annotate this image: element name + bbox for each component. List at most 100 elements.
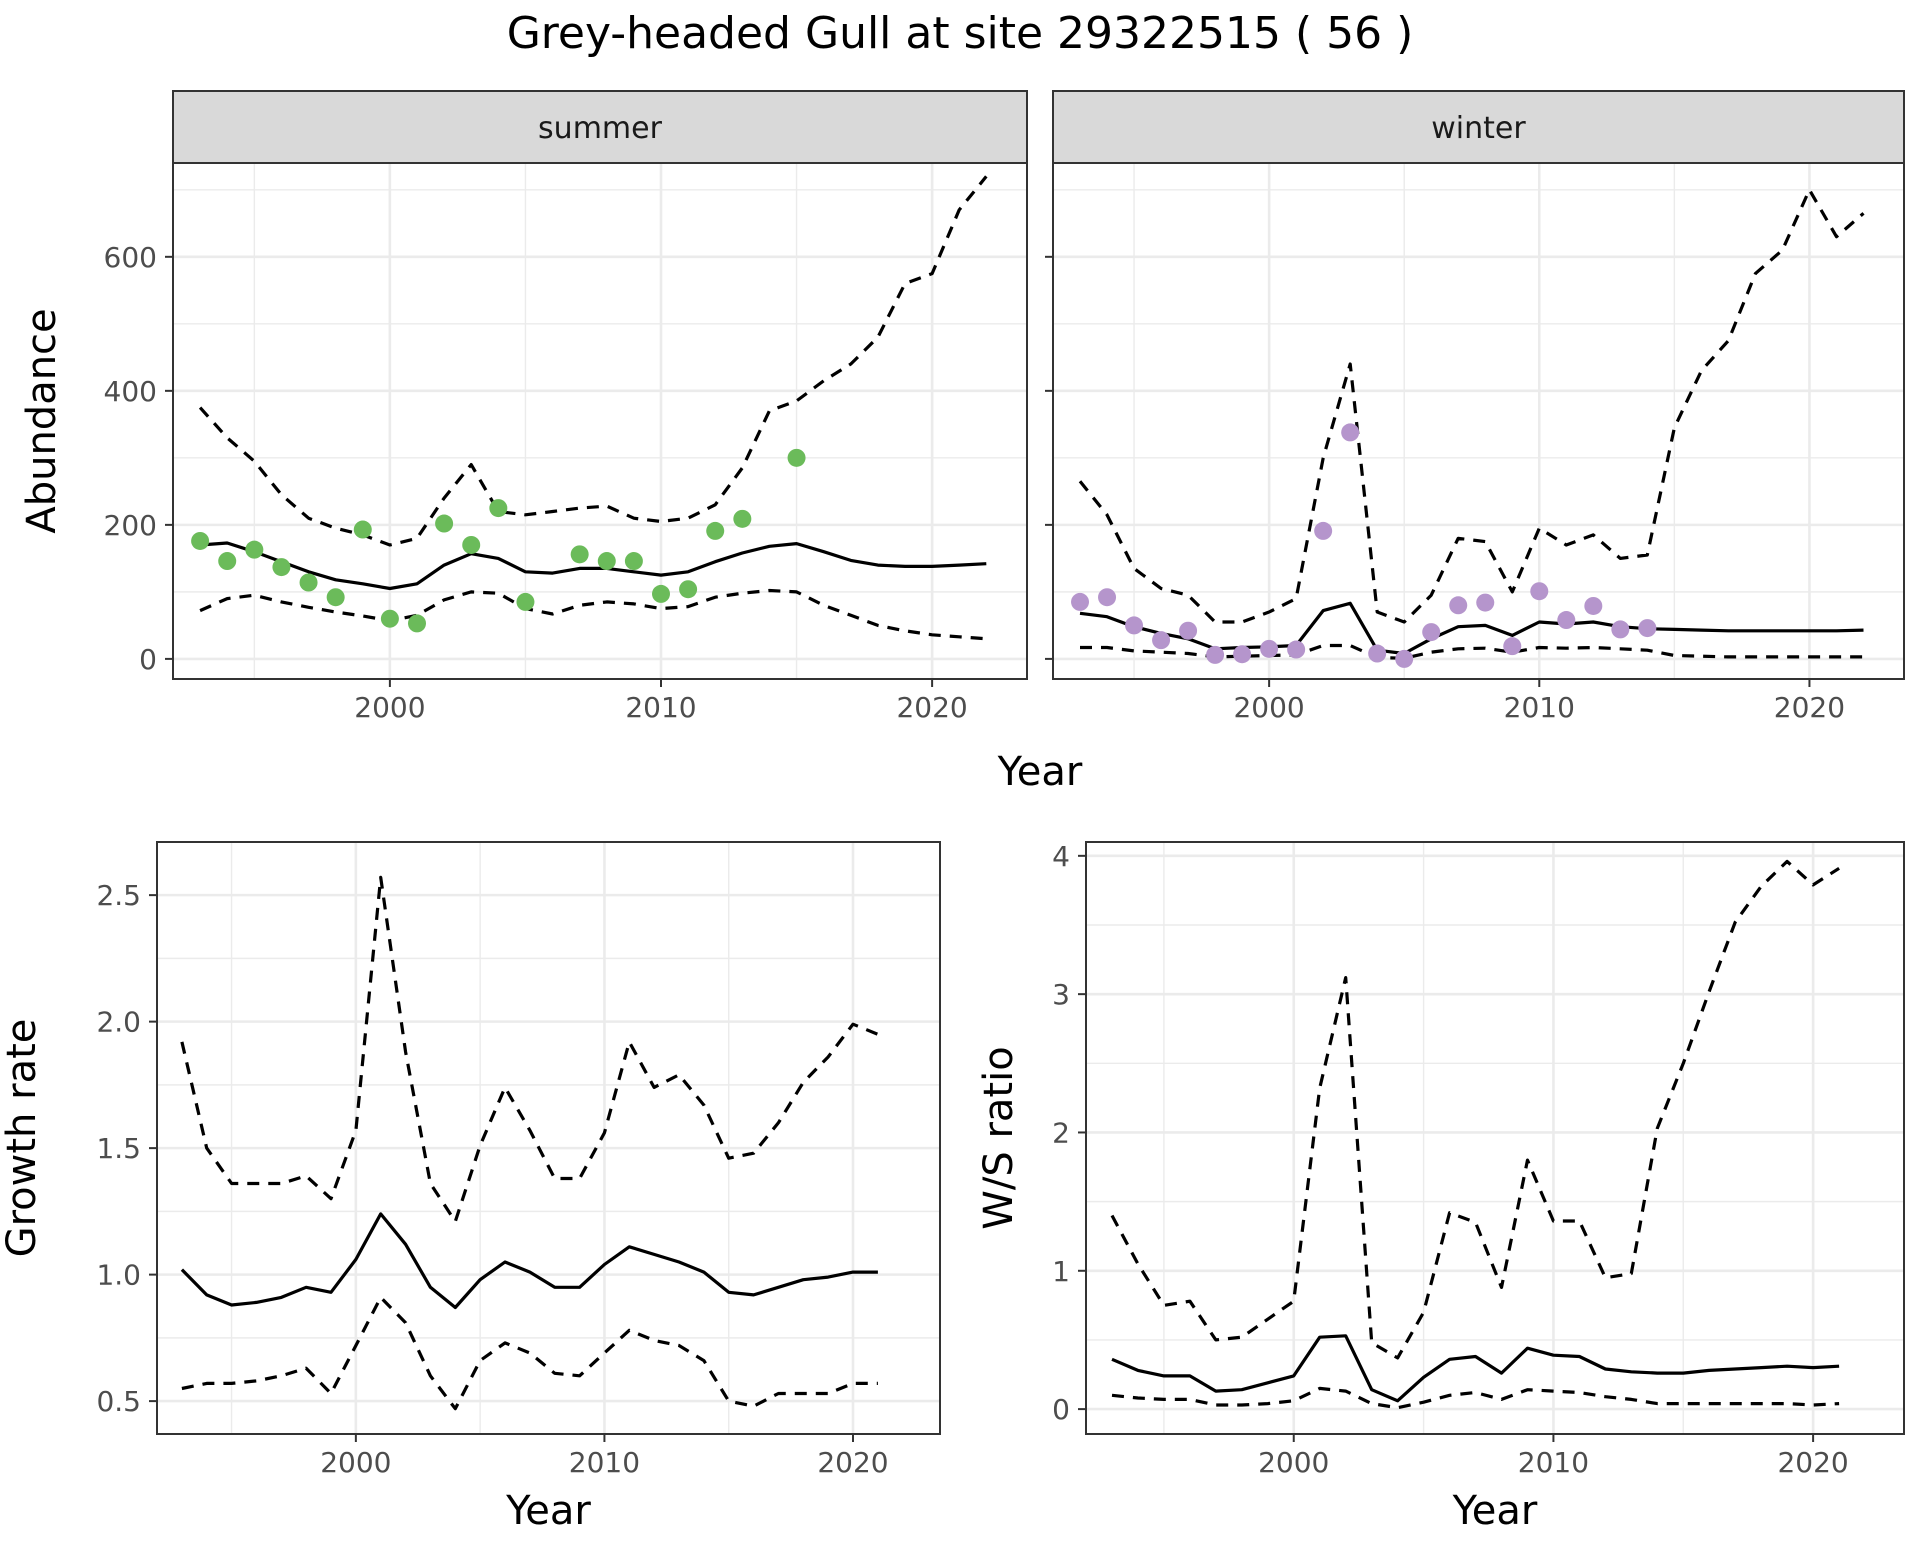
data-point-summer: [408, 614, 426, 633]
data-point-summer: [706, 521, 725, 540]
x-tick-label: 2000: [354, 691, 425, 724]
x-axis-title: Year: [1452, 1488, 1538, 1534]
data-point-summer: [516, 592, 535, 611]
data-point-winter: [1557, 611, 1576, 630]
data-point-winter: [1611, 620, 1630, 639]
data-point-winter: [1287, 640, 1306, 659]
x-tick-label: 2010: [1518, 1446, 1589, 1479]
x-tick-label: 2020: [817, 1446, 888, 1479]
data-point-summer: [787, 448, 806, 467]
gridlines: [1086, 842, 1904, 1434]
x-tick-label: 2000: [1258, 1446, 1329, 1479]
y-tick-label: 600: [104, 241, 157, 274]
data-point-winter: [1638, 619, 1657, 638]
data-point-winter: [1395, 649, 1414, 668]
data-point-summer: [489, 499, 508, 518]
data-point-summer: [570, 545, 589, 564]
x-tick-label: 2010: [625, 691, 696, 724]
y-tick-label: 0.5: [96, 1385, 141, 1418]
data-point-summer: [597, 552, 616, 571]
y-tick-label: 4: [1052, 840, 1070, 873]
data-point-winter: [1179, 621, 1198, 640]
data-point-winter: [1584, 596, 1603, 615]
y-tick-label: 0: [139, 643, 157, 676]
gridlines: [157, 842, 940, 1434]
x-axis-title-shared: Year: [997, 749, 1083, 795]
facet-strip-label-summer: summer: [538, 111, 663, 146]
panel-winter: winter 2000 2010 2020: [1045, 90, 1905, 724]
data-point-summer: [652, 584, 670, 603]
data-point-winter: [1503, 637, 1522, 656]
series-line-lower: [1111, 1386, 1840, 1410]
data-point-winter: [1206, 645, 1225, 664]
y-tick-label: 3: [1052, 978, 1070, 1011]
panels: summer 2000 2010 2020 0 200 400 600 Abundance win…: [0, 90, 1905, 1534]
panel-border: [156, 841, 941, 1435]
data-point-winter: [1341, 423, 1360, 442]
data-point-winter: [1314, 521, 1333, 540]
x-tick-label: 2000: [320, 1446, 391, 1479]
data-point-summer: [679, 580, 698, 599]
data-point-winter: [1152, 631, 1171, 650]
data-point-winter: [1125, 616, 1144, 635]
panel-border: [1085, 841, 1905, 1435]
x-tick-label: 2010: [569, 1446, 640, 1479]
series-line-estimate: [1111, 1334, 1840, 1403]
y-tick-label: 2.0: [96, 1006, 141, 1039]
x-tick-label: 2020: [896, 691, 967, 724]
data-point-winter: [1098, 588, 1117, 607]
data-point-winter: [1449, 596, 1468, 615]
y-tick-label: 0: [1052, 1393, 1070, 1426]
data-point-winter: [1530, 582, 1549, 601]
y-tick-label: 1.0: [96, 1259, 141, 1292]
data-point-summer: [326, 588, 345, 607]
series-group: [1071, 188, 1865, 668]
data-point-summer: [218, 552, 237, 571]
data-point-summer: [245, 540, 264, 559]
series-line-estimate: [199, 541, 987, 591]
data-point-summer: [353, 520, 372, 539]
data-point-winter: [1422, 623, 1441, 642]
y-tick-label: 200: [104, 509, 157, 542]
series-line-lower: [199, 588, 987, 641]
x-axis-title: Year: [505, 1488, 591, 1534]
data-point-summer: [435, 514, 454, 533]
panel-summer: summer 2000 2010 2020 0 200 400 600 Abundance: [19, 90, 1028, 724]
data-point-summer: [380, 609, 399, 628]
y-tick-label: 400: [104, 375, 157, 408]
data-point-summer: [462, 535, 481, 554]
y-axis-title: Growth rate: [0, 1019, 45, 1258]
series-group: [180, 875, 879, 1411]
x-tick-label: 2000: [1233, 691, 1304, 724]
series-line-lower: [181, 1295, 878, 1411]
panel-border: [172, 162, 1028, 680]
x-tick-label: 2020: [1774, 691, 1845, 724]
panel-ws_ratio: 2000 2010 2020 0 1 2 3 4 W/S ratio Year: [976, 840, 1905, 1534]
series-line-upper: [1078, 188, 1865, 624]
facet-strip-label-winter: winter: [1431, 111, 1526, 146]
facet-strip-summer: [172, 90, 1028, 164]
series-line-estimate: [180, 1212, 878, 1310]
y-tick-label: 2: [1052, 1116, 1070, 1149]
y-tick-label: 1: [1052, 1255, 1070, 1288]
panel-growth: 2000 2010 2020 0.5 1.0 1.5 2.0 2.5 Growth rate Ye…: [0, 841, 941, 1534]
y-tick-label: 2.5: [96, 879, 141, 912]
data-point-summer: [299, 573, 318, 592]
y-axis-title: Abundance: [19, 308, 65, 533]
data-point-winter: [1233, 645, 1252, 664]
data-point-summer: [191, 531, 210, 550]
data-point-summer: [272, 558, 291, 577]
data-point-summer: [624, 552, 643, 571]
y-tick-label: 1.5: [96, 1132, 141, 1165]
facet-strip-winter: [1052, 90, 1905, 164]
x-tick-label: 2010: [1504, 691, 1575, 724]
series-line-upper: [198, 175, 988, 547]
series-group: [1110, 859, 1840, 1410]
y-axis-title: W/S ratio: [976, 1046, 1022, 1229]
data-point-winter: [1071, 592, 1090, 611]
series-line-upper: [1110, 859, 1840, 1360]
data-point-winter: [1260, 639, 1279, 658]
panel-border: [1052, 162, 1905, 680]
